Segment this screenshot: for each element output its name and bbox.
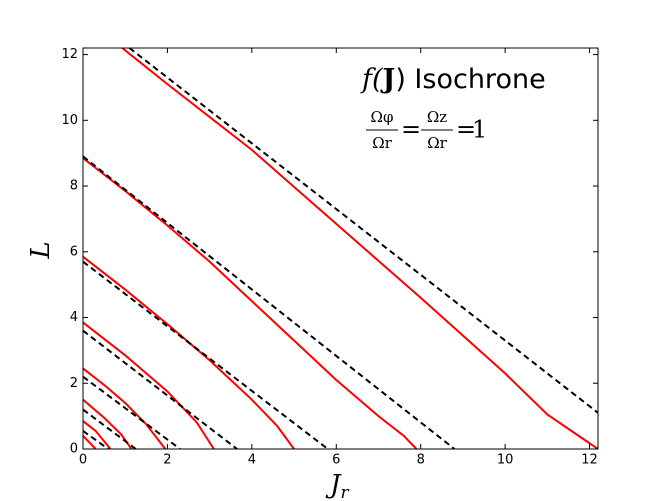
y-tick-label: 12: [61, 47, 78, 62]
curve: [83, 430, 109, 449]
x-tick-label: 12: [581, 453, 598, 468]
x-tick-label: 10: [497, 453, 514, 468]
x-tick-label: 0: [79, 453, 87, 468]
annotation-part: ) Isochrone: [395, 64, 545, 95]
curve: [83, 420, 112, 449]
curve: [83, 255, 295, 449]
curve: [128, 48, 598, 414]
fraction-den: Ωr: [427, 134, 447, 152]
curve: [83, 321, 215, 449]
annotation-part: J: [381, 64, 396, 95]
annotation-part: f(: [360, 64, 384, 95]
x-label-sub: r: [340, 483, 349, 501]
y-tick-label: 10: [61, 113, 78, 128]
annotation-title: f(J) Isochrone: [360, 64, 546, 95]
curve: [83, 375, 181, 449]
x-tick-label: 8: [417, 453, 425, 468]
rhs: 1: [472, 116, 487, 144]
plot-area: [83, 48, 598, 449]
x-label-main: J: [325, 470, 342, 500]
curve: [83, 367, 167, 449]
equals: =: [401, 116, 421, 144]
curve: [83, 260, 329, 449]
y-tick-label: 2: [70, 376, 78, 391]
y-tick-label: 6: [70, 244, 78, 259]
curve: [83, 329, 238, 449]
fraction-den: Ωr: [372, 134, 392, 152]
y-tick-label: 4: [70, 310, 78, 325]
x-axis-label: Jr: [325, 470, 349, 501]
curve: [121, 48, 598, 449]
equals: =: [456, 116, 476, 144]
x-tick-label: 4: [248, 453, 256, 468]
x-tick-label: 2: [163, 453, 171, 468]
y-axis-label: L: [26, 241, 56, 259]
curve: [83, 408, 137, 449]
fraction-num: Ωφ: [371, 108, 394, 126]
frame: [82, 47, 599, 450]
y-tick-label: 0: [70, 442, 78, 457]
curve: [83, 155, 456, 449]
fraction-num: Ωz: [427, 108, 447, 126]
curve: [83, 157, 418, 449]
x-tick-label: 6: [332, 453, 340, 468]
curve: [83, 435, 97, 449]
y-tick-label: 8: [70, 179, 78, 194]
